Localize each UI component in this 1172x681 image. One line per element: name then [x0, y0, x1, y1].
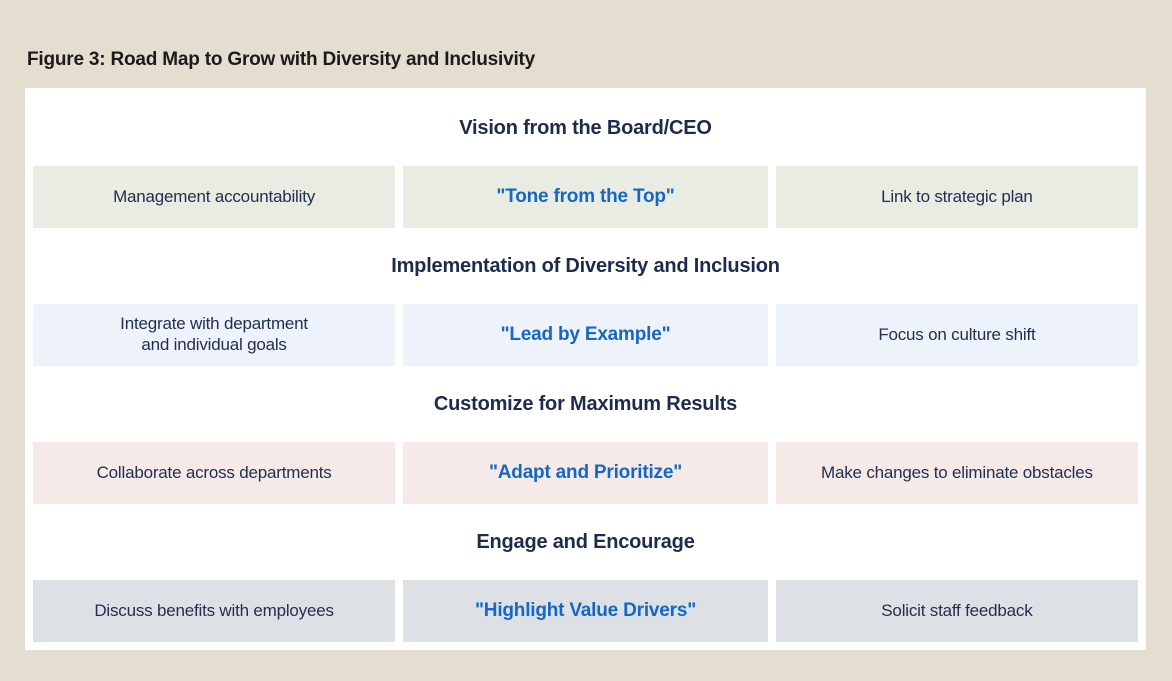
section-implementation: Implementation of Diversity and Inclusio… [33, 228, 1138, 366]
roadmap-panel: Vision from the Board/CEO Management acc… [25, 88, 1146, 650]
box-row-implementation: Integrate with department and individual… [33, 304, 1138, 366]
box-link-to-strategic-plan: Link to strategic plan [775, 166, 1138, 228]
section-vision-from-board-ceo: Vision from the Board/CEO Management acc… [33, 90, 1138, 228]
box-tone-from-the-top: "Tone from the Top" [403, 166, 768, 228]
section-engage: Engage and Encourage Discuss benefits wi… [33, 504, 1138, 642]
box-adapt-and-prioritize: "Adapt and Prioritize" [403, 442, 768, 504]
box-row-engage: Discuss benefits with employees "Highlig… [33, 580, 1138, 642]
box-row-customize: Collaborate across departments "Adapt an… [33, 442, 1138, 504]
section-heading-customize: Customize for Maximum Results [433, 392, 738, 415]
section-heading-implementation: Implementation of Diversity and Inclusio… [391, 254, 780, 277]
box-management-accountability: Management accountability [33, 166, 396, 228]
box-row-vision: Management accountability "Tone from the… [33, 166, 1138, 228]
section-heading-vision: Vision from the Board/CEO [459, 116, 712, 139]
box-highlight-value-drivers: "Highlight Value Drivers" [403, 580, 768, 642]
box-lead-by-example: "Lead by Example" [403, 304, 768, 366]
box-solicit-feedback: Solicit staff feedback [775, 580, 1138, 642]
section-heading-engage: Engage and Encourage [476, 530, 695, 553]
box-eliminate-obstacles: Make changes to eliminate obstacles [775, 442, 1138, 504]
box-collaborate-departments: Collaborate across departments [33, 442, 396, 504]
box-discuss-benefits: Discuss benefits with employees [33, 580, 396, 642]
box-focus-culture-shift: Focus on culture shift [775, 304, 1138, 366]
box-integrate-goals: Integrate with department and individual… [33, 304, 396, 366]
figure-title: Figure 3: Road Map to Grow with Diversit… [27, 48, 536, 70]
section-customize: Customize for Maximum Results Collaborat… [33, 366, 1138, 504]
